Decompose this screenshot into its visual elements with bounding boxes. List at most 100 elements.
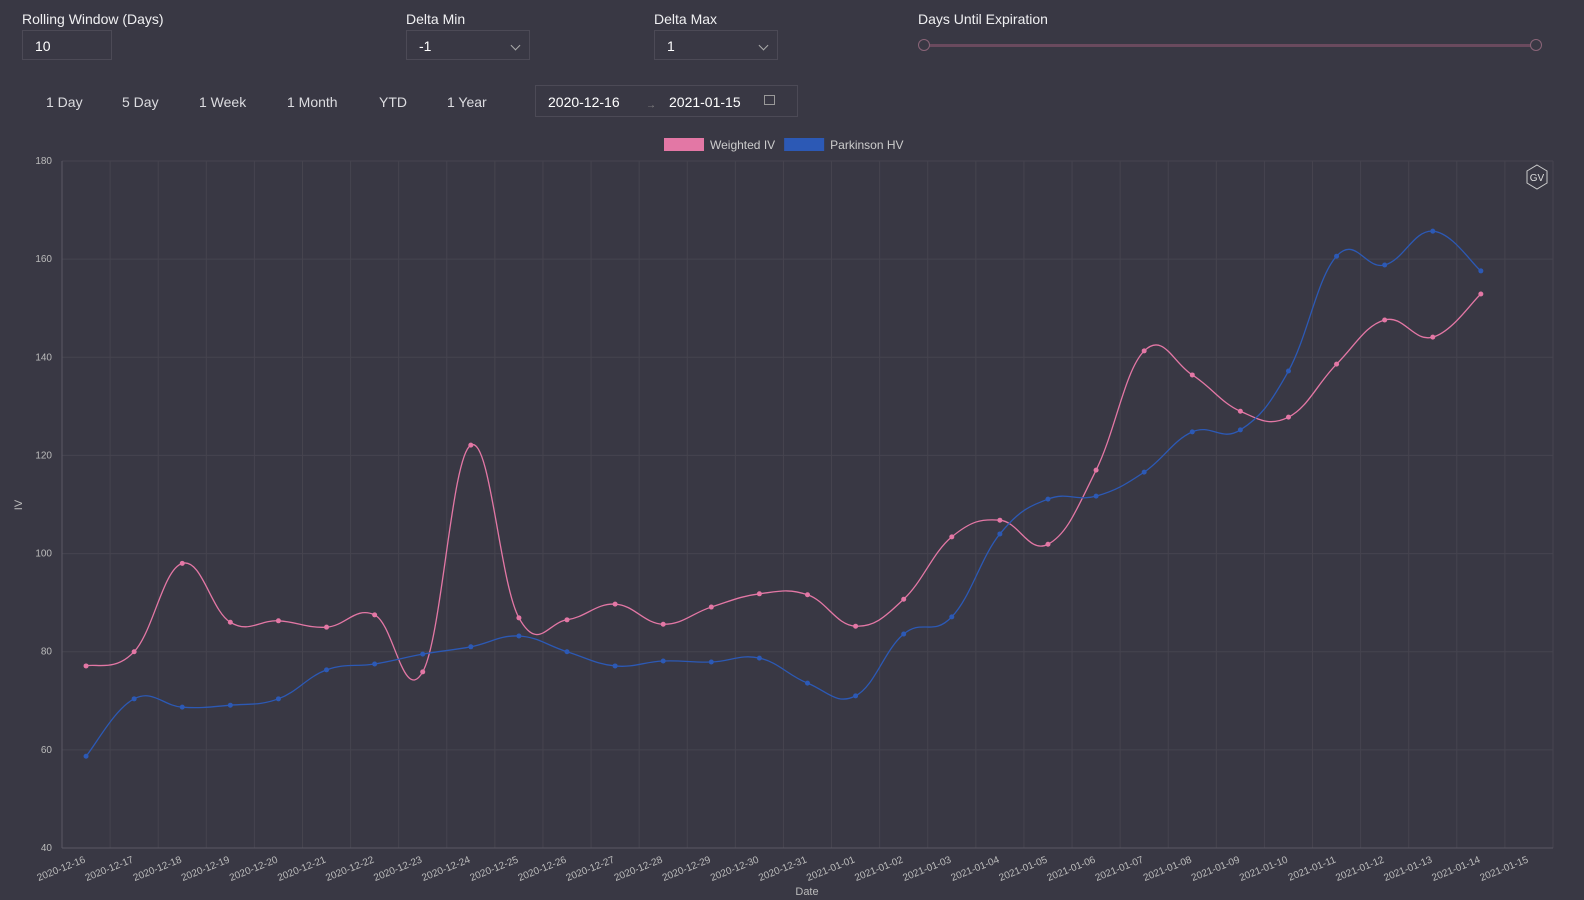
x-tick-label: 2021-01-10 [1238, 854, 1290, 884]
x-tick-label: 2021-01-07 [1094, 854, 1146, 884]
x-tick-label: 2020-12-23 [372, 854, 424, 884]
x-tick-label: 2020-12-27 [565, 854, 617, 884]
badge-icon[interactable] [1526, 164, 1548, 190]
x-tick-label: 2020-12-17 [84, 854, 136, 884]
y-tick-label: 40 [41, 843, 53, 854]
filter-label: Delta Min [406, 11, 466, 27]
data-point [1189, 372, 1195, 378]
range-button[interactable]: 5 Day [122, 94, 159, 110]
select-value: 1 [667, 38, 675, 54]
data-point [468, 644, 474, 650]
data-point [660, 621, 666, 627]
data-point [516, 633, 522, 639]
slider[interactable] [918, 39, 1542, 51]
data-point [997, 517, 1003, 523]
legend-swatch [664, 138, 704, 151]
x-tick-label: 2021-01-08 [1142, 854, 1194, 884]
x-tick-label: 2020-12-16 [36, 854, 88, 884]
range-button[interactable]: 1 Year [447, 94, 487, 110]
data-point [83, 663, 89, 669]
filter-label: Rolling Window (Days) [22, 11, 164, 27]
badge-text[interactable]: GV [1530, 173, 1545, 184]
x-tick-label: 2021-01-14 [1430, 854, 1482, 884]
x-tick-label: 2020-12-31 [757, 854, 809, 884]
data-point [997, 531, 1003, 537]
data-point [756, 591, 762, 597]
data-point [1141, 348, 1147, 354]
data-point [179, 704, 185, 710]
data-point [275, 696, 281, 702]
data-point [901, 631, 907, 637]
data-point [901, 596, 907, 602]
data-point [1285, 368, 1291, 374]
y-tick-label: 160 [35, 254, 52, 265]
data-point [1045, 496, 1051, 502]
x-tick-label: 2020-12-20 [228, 854, 280, 884]
calendar-icon [764, 95, 775, 105]
data-point [227, 619, 233, 625]
date-start: 2020-12-16 [548, 94, 620, 110]
data-point [1382, 262, 1388, 268]
date-arrow: → [646, 100, 656, 111]
data-point [949, 614, 955, 620]
rolling-input[interactable]: 10 [22, 30, 112, 60]
data-point [853, 623, 859, 629]
y-tick-label: 60 [41, 745, 53, 756]
slider-knob[interactable] [918, 39, 930, 51]
filter-label: Days Until Expiration [918, 11, 1048, 27]
y-tick-label: 100 [35, 549, 52, 560]
data-point [372, 661, 378, 667]
data-point [660, 658, 666, 664]
range-button[interactable]: 1 Month [287, 94, 338, 110]
data-point [420, 669, 426, 675]
range-button[interactable]: YTD [379, 94, 407, 110]
delta-max-select[interactable]: 1 [654, 30, 778, 60]
x-tick-label: 2021-01-03 [901, 854, 953, 884]
legend-label: Parkinson HV [830, 138, 903, 152]
filter-label: Delta Max [654, 11, 718, 27]
x-tick-label: 2021-01-09 [1190, 854, 1242, 884]
data-point [275, 618, 281, 624]
x-tick-label: 2021-01-12 [1334, 854, 1386, 884]
legend-swatch [784, 138, 825, 151]
data-point [1478, 268, 1484, 274]
data-point [949, 534, 955, 540]
data-point [564, 649, 570, 655]
data-point [131, 696, 137, 702]
x-tick-label: 2021-01-02 [853, 854, 905, 884]
data-point [853, 693, 859, 699]
data-point [83, 753, 89, 759]
data-point [1478, 291, 1484, 297]
data-point [179, 560, 185, 566]
x-tick-label: 2020-12-30 [709, 854, 761, 884]
x-tick-label: 2020-12-19 [180, 854, 232, 884]
legend-label: Weighted IV [710, 138, 775, 152]
x-tick-label: 2020-12-29 [661, 854, 713, 884]
data-point [420, 651, 426, 657]
x-tick-label: 2020-12-21 [276, 854, 328, 884]
date-range-picker[interactable]: 2020-12-16 → 2021-01-15 [535, 85, 798, 117]
data-point [708, 659, 714, 665]
x-tick-label: 2021-01-04 [949, 854, 1001, 884]
data-point [516, 615, 522, 621]
data-point [324, 624, 330, 630]
slider-knob[interactable] [1530, 39, 1542, 51]
x-tick-label: 2020-12-24 [420, 854, 472, 884]
range-button[interactable]: 1 Week [199, 94, 247, 110]
data-point [612, 601, 618, 607]
y-tick-label: 140 [35, 352, 52, 363]
y-tick-label: 80 [41, 647, 53, 658]
x-tick-label: 2021-01-05 [998, 854, 1050, 884]
data-point [372, 612, 378, 618]
data-point [468, 442, 474, 448]
data-point [1334, 253, 1340, 259]
data-point [1237, 408, 1243, 414]
delta-min-select[interactable]: -1 [406, 30, 530, 60]
data-point [805, 680, 810, 686]
x-tick-label: 2021-01-06 [1046, 854, 1098, 884]
data-point [1093, 467, 1099, 473]
range-button[interactable]: 1 Day [46, 94, 83, 110]
data-point [131, 649, 137, 655]
